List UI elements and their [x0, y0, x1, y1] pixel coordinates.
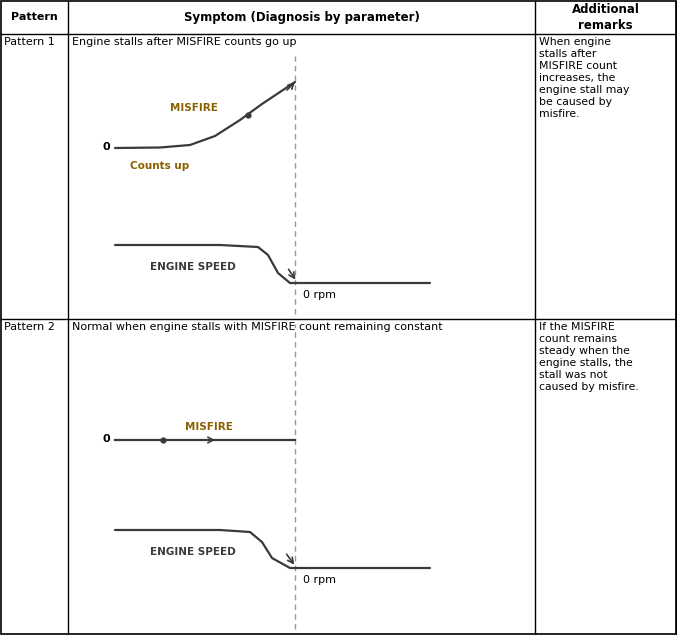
Text: If the MISFIRE
count remains
steady when the
engine stalls, the
stall was not
ca: If the MISFIRE count remains steady when… — [539, 322, 639, 392]
Text: 0 rpm: 0 rpm — [303, 575, 336, 585]
Text: Normal when engine stalls with MISFIRE count remaining constant: Normal when engine stalls with MISFIRE c… — [72, 322, 443, 332]
Text: Pattern 1: Pattern 1 — [4, 37, 55, 47]
Text: Pattern 2: Pattern 2 — [4, 322, 55, 332]
Text: MISFIRE: MISFIRE — [185, 422, 233, 432]
Text: Additional
remarks: Additional remarks — [571, 3, 640, 32]
Text: MISFIRE: MISFIRE — [170, 103, 218, 113]
Text: Engine stalls after MISFIRE counts go up: Engine stalls after MISFIRE counts go up — [72, 37, 297, 47]
Text: When engine
stalls after
MISFIRE count
increases, the
engine stall may
be caused: When engine stalls after MISFIRE count i… — [539, 37, 630, 119]
Text: 0 rpm: 0 rpm — [303, 290, 336, 300]
Text: 0: 0 — [102, 434, 110, 444]
Text: 0: 0 — [102, 142, 110, 152]
Text: Counts up: Counts up — [130, 161, 190, 171]
Text: ENGINE SPEED: ENGINE SPEED — [150, 547, 236, 557]
Text: ENGINE SPEED: ENGINE SPEED — [150, 262, 236, 272]
Text: Pattern: Pattern — [11, 13, 58, 22]
Text: Symptom (Diagnosis by parameter): Symptom (Diagnosis by parameter) — [183, 11, 420, 24]
